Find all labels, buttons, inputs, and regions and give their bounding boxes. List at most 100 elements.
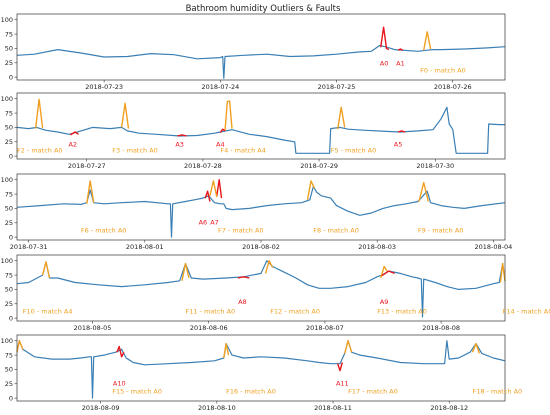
figure-title: Bathroom humidity Outliers & Faults — [186, 4, 341, 14]
outlier-annotation: A4 — [216, 140, 225, 148]
fault-annotation: F13 - match A0 — [377, 308, 427, 316]
y-tick-label: 50 — [5, 124, 13, 132]
y-tick-label: 0 — [9, 314, 13, 322]
y-tick-label: 75 — [5, 351, 13, 359]
y-tick-label: 50 — [5, 286, 13, 294]
fault-line-2-3 — [120, 102, 130, 129]
y-tick-label: 100 — [1, 176, 13, 184]
fault-line-5-4 — [344, 340, 353, 354]
outlier-annotation: A11 — [336, 380, 349, 388]
y-tick-label: 25 — [5, 138, 13, 146]
panels-group: 0 25 50 75 100 2018-07-23 2018-07-24 2018-07-25… — [1, 13, 550, 412]
x-tick-label: 2018-07-31 — [10, 243, 48, 251]
x-tick-label: 2018-08-10 — [198, 404, 236, 412]
y-tick-label: 75 — [5, 30, 13, 38]
series-line-3-1 — [16, 186, 506, 238]
x-tick-label: 2018-07-25 — [318, 83, 356, 91]
y-tick-label: 100 — [1, 257, 13, 265]
fault-line-5-2 — [16, 340, 24, 353]
fault-line-1-4 — [423, 31, 432, 51]
y-tick-label: 25 — [5, 300, 13, 308]
x-tick-label: 2018-08-02 — [242, 243, 280, 251]
panel-frame-2 — [16, 92, 506, 160]
y-tick-label: 75 — [5, 190, 13, 198]
x-tick-label: 2018-08-08 — [422, 324, 460, 332]
fault-line-4-4 — [264, 260, 274, 274]
outlier-line-3-3 — [216, 179, 223, 199]
fault-line-4-6 — [499, 262, 506, 283]
fault-annotation: F17 - match A0 — [348, 388, 398, 396]
y-tick-label: 50 — [5, 366, 13, 374]
x-tick-label: 2018-08-09 — [82, 404, 120, 412]
x-tick-label: 2018-07-24 — [201, 83, 239, 91]
y-tick-label: 50 — [5, 205, 13, 213]
outlier-line-4-8 — [381, 270, 395, 277]
outlier-annotation: A1 — [396, 60, 405, 68]
x-tick-label: 2018-07-29 — [300, 162, 338, 170]
fault-annotation: F11 - match A0 — [185, 308, 235, 316]
fault-line-2-4 — [224, 100, 233, 131]
y-tick-label: 75 — [5, 109, 13, 117]
panel-frame-1 — [16, 13, 506, 81]
y-tick-label: 0 — [9, 152, 13, 160]
series-line-5-1 — [16, 340, 506, 399]
y-tick-label: 0 — [9, 233, 13, 241]
x-tick-label: 2018-07-27 — [68, 162, 106, 170]
outlier-annotation: A3 — [175, 140, 184, 148]
fault-annotation: F18 - match A0 — [472, 388, 522, 396]
x-tick-label: 2018-08-07 — [306, 324, 344, 332]
series-line-2-1 — [16, 106, 505, 154]
outlier-annotation: A9 — [380, 298, 389, 306]
fault-annotation: F4 - match A4 — [220, 147, 266, 155]
panel-1: 0 25 50 75 100 2018-07-23 2018-07-24 2018-07-25… — [1, 13, 506, 91]
fault-line-3-4 — [86, 180, 95, 204]
panel-frame-5 — [16, 334, 506, 402]
panel-2: 0 25 50 75 100 2018-07-27 2018-07-28 2018-07-29… — [1, 92, 506, 170]
panel-frame-4 — [16, 254, 506, 322]
fault-line-4-2 — [41, 261, 51, 279]
series-line-1-1 — [16, 45, 506, 79]
x-tick-label: 2018-08-04 — [474, 243, 512, 251]
y-tick-label: 75 — [5, 271, 13, 279]
y-tick-label: 100 — [1, 337, 13, 345]
y-tick-label: 100 — [1, 16, 13, 24]
outlier-line-4-7 — [237, 276, 250, 279]
x-tick-label: 2018-07-28 — [184, 162, 222, 170]
fault-annotation: F2 - match A0 — [17, 147, 63, 155]
fault-annotation: F3 - match A0 — [112, 147, 158, 155]
outlier-line-1-3 — [397, 48, 404, 51]
outlier-line-2-6 — [70, 131, 79, 136]
outlier-annotation: A6 — [199, 219, 208, 227]
y-tick-label: 0 — [9, 73, 13, 81]
outlier-annotation: A5 — [394, 140, 403, 148]
fault-annotation: F0 - match A0 — [420, 67, 466, 75]
fault-annotation: F6 - match A0 — [81, 227, 127, 235]
y-tick-label: 25 — [5, 219, 13, 227]
outlier-annotation: A0 — [380, 60, 389, 68]
x-tick-label: 2018-08-06 — [190, 324, 228, 332]
x-tick-label: 2018-08-01 — [126, 243, 164, 251]
x-tick-label: 2018-07-23 — [85, 83, 123, 91]
y-tick-label: 50 — [5, 45, 13, 53]
x-tick-label: 2018-08-11 — [314, 404, 352, 412]
outlier-line-1-2 — [380, 26, 390, 51]
outlier-annotation: A8 — [238, 298, 247, 306]
y-tick-label: 25 — [5, 59, 13, 67]
fault-annotation: F8 - match A0 — [313, 227, 359, 235]
series-line-4-1 — [16, 260, 506, 318]
x-tick-label: 2018-08-12 — [430, 404, 468, 412]
fault-line-4-5 — [380, 265, 389, 279]
outlier-annotation: A10 — [113, 380, 126, 388]
fault-line-5-5 — [471, 342, 481, 354]
fault-annotation: F16 - match A0 — [226, 388, 276, 396]
x-tick-label: 2018-08-03 — [358, 243, 396, 251]
fault-line-3-7 — [418, 181, 429, 202]
outlier-line-5-6 — [116, 345, 125, 358]
fault-annotation: F5 - match A0 — [331, 147, 377, 155]
outlier-line-2-7 — [177, 134, 187, 137]
fault-annotation: F15 - match A0 — [112, 388, 162, 396]
x-tick-label: 2018-08-05 — [74, 324, 112, 332]
fault-annotation: F9 - match A0 — [418, 227, 464, 235]
y-tick-label: 0 — [9, 394, 13, 402]
